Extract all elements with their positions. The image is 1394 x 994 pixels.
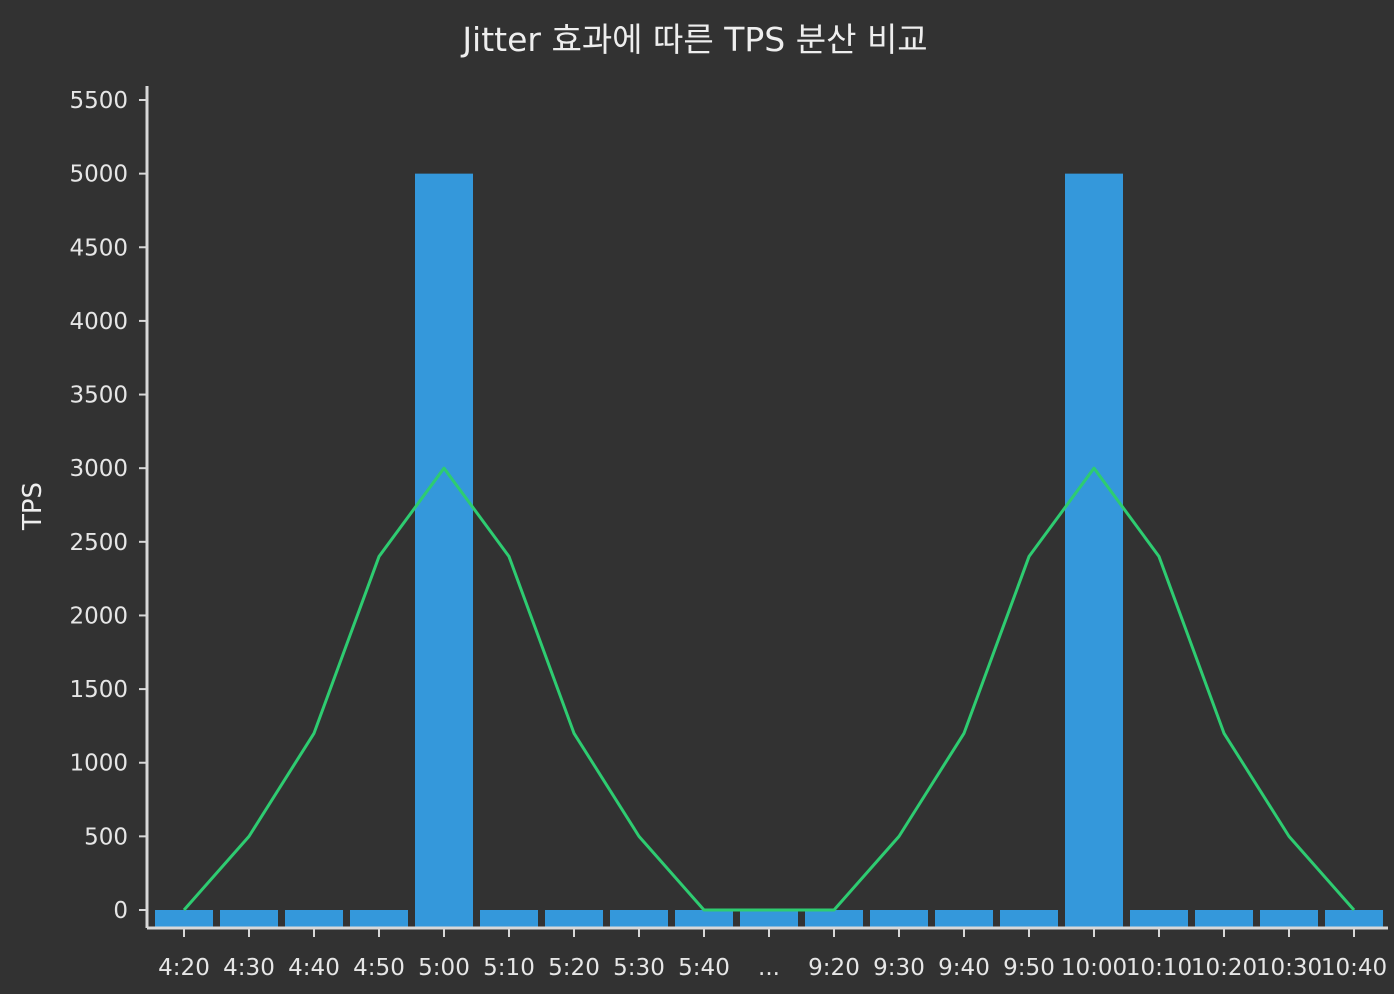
bar — [1065, 173, 1123, 928]
bar — [740, 910, 798, 927]
bar — [1325, 910, 1383, 927]
bar — [675, 910, 733, 927]
y-tick-label: 1500 — [69, 677, 128, 703]
bar — [1000, 910, 1058, 927]
bar — [155, 910, 213, 927]
bar — [1195, 910, 1253, 927]
x-tick-label: 10:10 — [1126, 955, 1192, 981]
plot-area: 0 500 1000 1500 2000 2500 3000 3500 4000 4500 5000… — [69, 86, 1388, 981]
bar — [1260, 910, 1318, 927]
y-tick-label: 4000 — [69, 309, 128, 335]
bar — [350, 910, 408, 927]
bar — [610, 910, 668, 927]
y-tick-label: 0 — [113, 898, 128, 924]
x-tick-label: 5:10 — [483, 955, 535, 981]
x-tick-label: 10:20 — [1191, 955, 1257, 981]
bar — [805, 910, 863, 927]
bar — [285, 910, 343, 927]
x-tick-label: 9:50 — [1003, 955, 1055, 981]
y-tick-label: 3500 — [69, 383, 128, 409]
bar — [870, 910, 928, 927]
bar — [220, 910, 278, 927]
y-tick-label: 1000 — [69, 751, 128, 777]
chart-title: Jitter 효과에 따른 TPS 분산 비교 — [460, 20, 927, 59]
x-tick-label: 4:30 — [223, 955, 275, 981]
x-tick-label: 4:50 — [353, 955, 405, 981]
x-tick-label: 5:30 — [613, 955, 665, 981]
x-tick-label: 5:00 — [418, 955, 470, 981]
y-tick-label: 2500 — [69, 530, 128, 556]
y-tick-label: 3000 — [69, 456, 128, 482]
bar — [480, 910, 538, 927]
x-tick-label: 5:20 — [548, 955, 600, 981]
x-tick-label: 4:40 — [288, 955, 340, 981]
x-tick-label: 10:00 — [1061, 955, 1127, 981]
x-tick-label: 10:30 — [1256, 955, 1322, 981]
x-tick-label: ... — [758, 955, 780, 981]
y-axis-label: TPS — [18, 482, 48, 531]
x-tick-label: 5:40 — [678, 955, 730, 981]
x-tick-label: 4:20 — [158, 955, 210, 981]
x-tick-label: 9:40 — [938, 955, 990, 981]
bar — [415, 173, 473, 928]
y-tick-label: 5000 — [69, 162, 128, 188]
y-tick-label: 2000 — [69, 603, 128, 629]
y-tick-label: 4500 — [69, 235, 128, 261]
x-tick-label: 9:20 — [808, 955, 860, 981]
bar — [935, 910, 993, 927]
x-tick-label: 10:40 — [1321, 955, 1387, 981]
line-series — [182, 466, 1356, 912]
bar — [1130, 910, 1188, 927]
y-tick-label: 500 — [84, 824, 128, 850]
x-tick-label: 9:30 — [873, 955, 925, 981]
bar — [545, 910, 603, 927]
y-tick-label: 5500 — [69, 88, 128, 114]
